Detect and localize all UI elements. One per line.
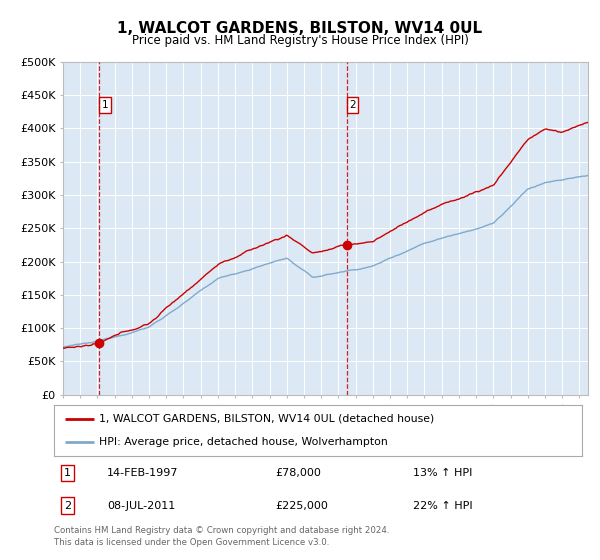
Text: £225,000: £225,000	[276, 501, 329, 511]
Text: HPI: Average price, detached house, Wolverhampton: HPI: Average price, detached house, Wolv…	[99, 437, 388, 447]
Text: 2: 2	[64, 501, 71, 511]
Text: 13% ↑ HPI: 13% ↑ HPI	[413, 468, 472, 478]
Text: 1: 1	[64, 468, 71, 478]
Text: 08-JUL-2011: 08-JUL-2011	[107, 501, 175, 511]
Text: Price paid vs. HM Land Registry's House Price Index (HPI): Price paid vs. HM Land Registry's House …	[131, 34, 469, 46]
Text: 1: 1	[101, 100, 108, 110]
Text: 14-FEB-1997: 14-FEB-1997	[107, 468, 178, 478]
Text: 22% ↑ HPI: 22% ↑ HPI	[413, 501, 473, 511]
Text: Contains HM Land Registry data © Crown copyright and database right 2024.
This d: Contains HM Land Registry data © Crown c…	[54, 526, 389, 547]
Text: 2: 2	[349, 100, 356, 110]
Text: 1, WALCOT GARDENS, BILSTON, WV14 0UL (detached house): 1, WALCOT GARDENS, BILSTON, WV14 0UL (de…	[99, 414, 434, 424]
Text: £78,000: £78,000	[276, 468, 322, 478]
Text: 1, WALCOT GARDENS, BILSTON, WV14 0UL: 1, WALCOT GARDENS, BILSTON, WV14 0UL	[118, 21, 482, 36]
